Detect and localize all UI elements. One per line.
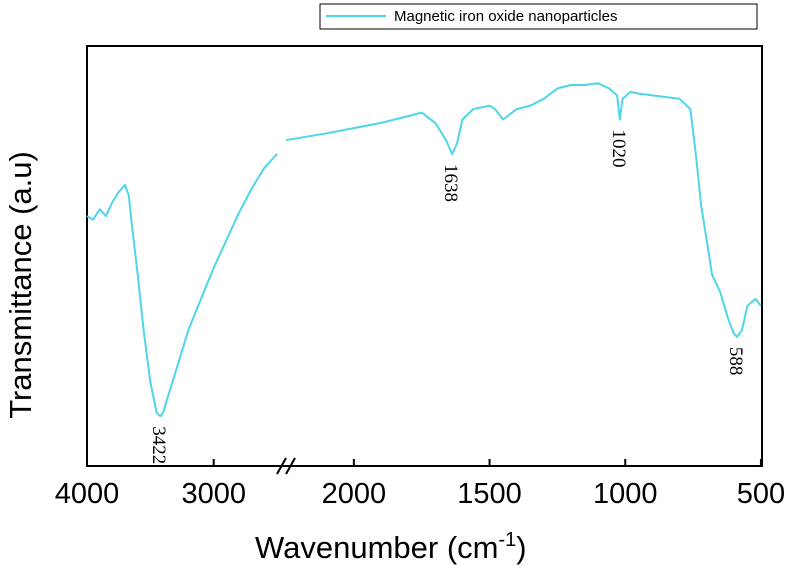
legend-box: [319, 3, 758, 30]
peak-label: 3422: [148, 426, 169, 464]
series-line-segment: [86, 153, 278, 418]
plot-frame: [86, 45, 763, 467]
series-line-segment: [285, 82, 762, 338]
x-tick-label: 500: [737, 478, 785, 510]
x-tick-label: 1500: [457, 478, 522, 510]
peak-label: 588: [725, 347, 746, 376]
x-axis-title: Wavenumber (cm-1): [255, 529, 527, 565]
x-tick-label: 3000: [181, 478, 246, 510]
x-axis-ticks: 4000 3000 2000 1500 1000 500: [55, 459, 785, 510]
x-tick-label: 1000: [593, 478, 658, 510]
peak-label: 1638: [440, 164, 461, 202]
peak-label: 1020: [608, 130, 629, 168]
legend: Magnetic iron oxide nanoparticles: [319, 3, 758, 30]
y-axis-title: Transmittance (a.u): [3, 151, 38, 419]
x-axis-title-sup: -1: [498, 529, 516, 551]
series-group: [86, 82, 762, 418]
x-axis-title-close: ): [516, 530, 526, 565]
axis-break-mark: [276, 457, 296, 475]
x-tick-label: 4000: [55, 478, 120, 510]
legend-label: Magnetic iron oxide nanoparticles: [394, 8, 617, 25]
peak-annotations: 3422 1638 1020 588: [148, 130, 746, 465]
x-tick-label: 2000: [322, 478, 387, 510]
x-axis-title-main: Wavenumber (cm: [255, 530, 498, 565]
